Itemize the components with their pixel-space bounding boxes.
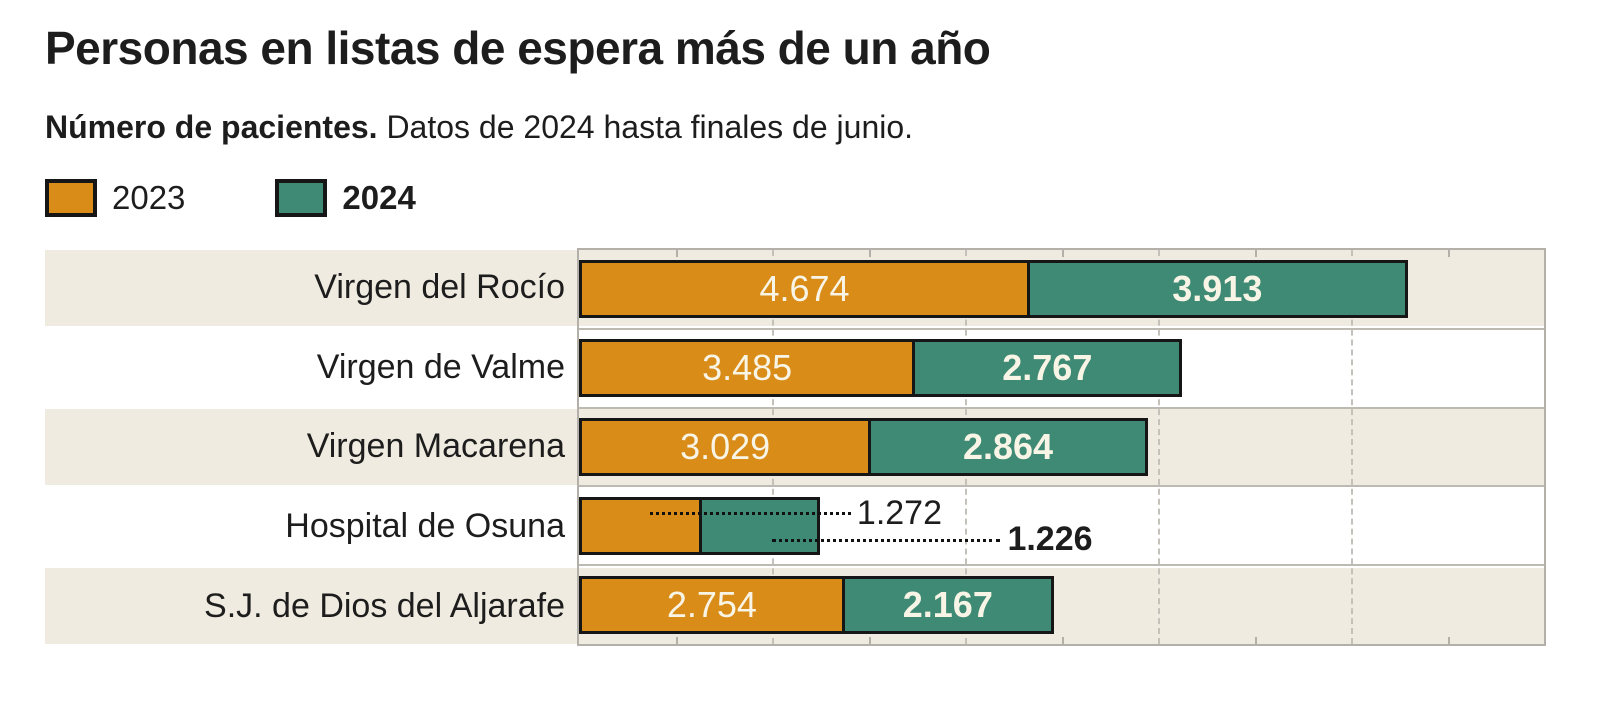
bar-segment-2024: 3.913 bbox=[1027, 260, 1408, 319]
bar-pair: 4.674 3.913 bbox=[579, 260, 1544, 319]
row-separator bbox=[579, 406, 1544, 409]
bar-segment-2024: 2.864 bbox=[868, 417, 1148, 476]
bar-row: 1.272 1.226 bbox=[579, 486, 1544, 565]
row-separator bbox=[579, 564, 1544, 567]
bar-segment-2023: 4.674 bbox=[579, 260, 1031, 319]
axis-tick bbox=[1061, 637, 1064, 644]
axis-tick bbox=[1447, 250, 1450, 257]
plot-area: 4.674 3.913 3.485 2.767 bbox=[577, 248, 1546, 646]
bar-value-2024: 3.913 bbox=[1172, 268, 1263, 310]
gridline bbox=[1158, 250, 1160, 644]
legend-swatch-2023 bbox=[45, 179, 97, 217]
bar-pair bbox=[579, 496, 1544, 555]
callout-leader-2024 bbox=[772, 539, 1000, 543]
bar-value-2024: 2.767 bbox=[1002, 347, 1093, 389]
bar-segment-2023 bbox=[579, 496, 702, 555]
chart-subtitle: Número de pacientes. Datos de 2024 hasta… bbox=[45, 108, 1545, 146]
bar-row: 3.029 2.864 bbox=[579, 408, 1544, 487]
callout-value-2024: 1.226 bbox=[1007, 519, 1093, 558]
category-label: Virgen Macarena bbox=[306, 427, 565, 466]
bar-segment-2023: 3.485 bbox=[579, 339, 916, 398]
gridline bbox=[1351, 250, 1353, 644]
bar-pair: 3.029 2.864 bbox=[579, 417, 1544, 476]
bar-row: 3.485 2.767 bbox=[579, 329, 1544, 408]
bar-segment-2024: 2.767 bbox=[912, 339, 1183, 398]
bar-value-2023: 3.029 bbox=[680, 425, 771, 467]
subtitle-rest: Datos de 2024 hasta finales de junio. bbox=[377, 109, 914, 145]
category-label: Hospital de Osuna bbox=[285, 507, 565, 546]
bar-value-2023: 3.485 bbox=[702, 347, 793, 389]
category-label: Virgen de Valme bbox=[316, 347, 565, 386]
bar-segment-2024 bbox=[698, 496, 821, 555]
chart-area: Virgen del Rocío Virgen de Valme Virgen … bbox=[45, 248, 1546, 646]
bar-value-2024: 2.864 bbox=[962, 425, 1054, 467]
chart-title: Personas en listas de espera más de un a… bbox=[45, 22, 991, 74]
row-separator bbox=[579, 485, 1544, 488]
bar-pair: 3.485 2.767 bbox=[579, 339, 1544, 398]
bar-value-2024: 2.167 bbox=[902, 583, 993, 625]
axis-tick bbox=[675, 637, 678, 644]
callout-leader-2023 bbox=[650, 512, 852, 516]
legend-item-2024: 2024 bbox=[275, 179, 416, 217]
legend-item-2023: 2023 bbox=[45, 179, 185, 217]
bar-segment-2023: 2.754 bbox=[579, 575, 845, 634]
axis-tick bbox=[1061, 250, 1064, 257]
legend-swatch-2024 bbox=[275, 179, 328, 217]
category-label: S.J. de Dios del Aljarafe bbox=[204, 586, 565, 625]
bar-pair: 2.754 2.167 bbox=[579, 575, 1544, 634]
callout-value-2023: 1.272 bbox=[856, 493, 942, 532]
axis-tick bbox=[1447, 637, 1450, 644]
subtitle-lead: Número de pacientes. bbox=[45, 109, 378, 145]
axis-tick bbox=[675, 250, 678, 257]
axis-tick bbox=[868, 637, 871, 644]
axis-tick bbox=[1254, 250, 1257, 257]
legend-label-2023: 2023 bbox=[112, 179, 186, 216]
bar-value-2023: 2.754 bbox=[666, 583, 757, 625]
legend-label-2024: 2024 bbox=[342, 179, 416, 216]
bar-segment-2023: 3.029 bbox=[579, 417, 872, 476]
axis-tick bbox=[1254, 637, 1257, 644]
bar-value-2023: 4.674 bbox=[759, 268, 850, 310]
legend: 2023 2024 bbox=[45, 176, 416, 220]
row-separator bbox=[579, 327, 1544, 330]
category-label: Virgen del Rocío bbox=[314, 268, 565, 307]
bar-row: 2.754 2.167 bbox=[579, 565, 1544, 644]
axis-tick bbox=[868, 250, 871, 257]
bar-row: 4.674 3.913 bbox=[579, 250, 1544, 329]
bar-segment-2024: 2.167 bbox=[841, 575, 1054, 634]
